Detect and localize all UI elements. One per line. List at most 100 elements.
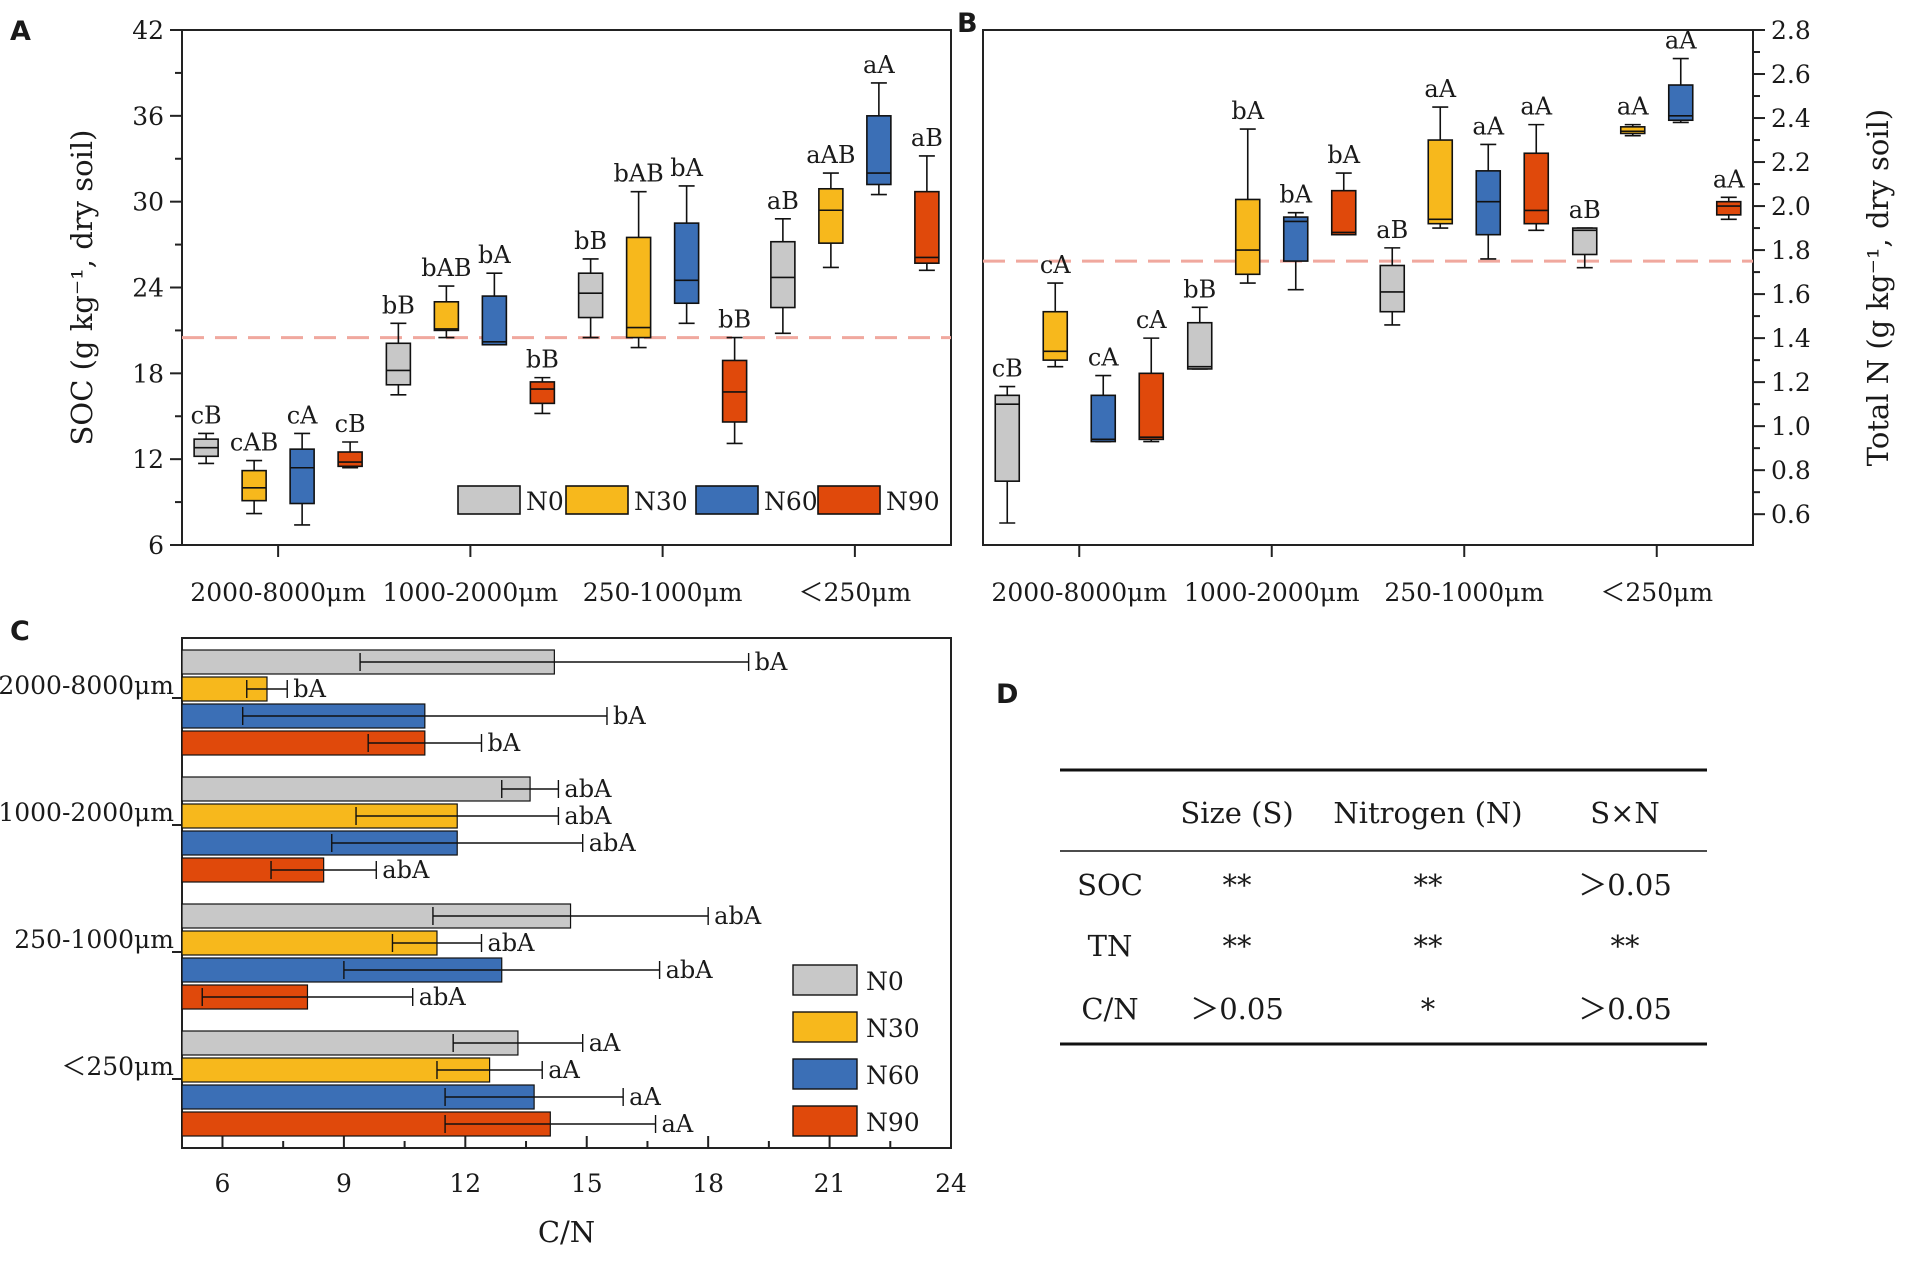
table-cell: **	[1223, 929, 1253, 963]
bar-N30	[181, 930, 438, 956]
box-N30	[241, 469, 267, 502]
box-N0	[1186, 321, 1213, 370]
box-N30	[1427, 139, 1454, 225]
panel-c-cn-barchart: C 6 9 12 15 18 21 24 C/N 2000-8000μm bA bA bA bA 1000-…	[0, 616, 967, 1249]
significance-label: aA	[1520, 93, 1552, 121]
y-tick-label: ＜250μm	[61, 1052, 174, 1081]
significance-label: aA	[629, 1083, 661, 1111]
x-axis-label: C/N	[538, 1215, 595, 1249]
significance-label: bAB	[613, 160, 663, 188]
significance-label: bA	[1231, 97, 1264, 125]
significance-label: cAB	[230, 429, 278, 457]
table-cell: **	[1223, 868, 1253, 902]
significance-label: bA	[293, 675, 326, 703]
legend-swatch-N30	[565, 485, 629, 515]
y-tick-label: 2.4	[1771, 104, 1811, 133]
significance-label: aA	[1617, 93, 1649, 121]
box-N60	[866, 115, 892, 186]
box-N30	[1234, 198, 1261, 276]
significance-label: aB	[767, 187, 799, 215]
panel-label-b: B	[957, 8, 978, 39]
y-tick-label: 36	[132, 102, 164, 131]
y-tick-label: 1000-2000μm	[0, 798, 174, 827]
table-header-cell: Nitrogen (N)	[1333, 796, 1522, 830]
table-header-cell: Size (S)	[1180, 796, 1293, 830]
box-N30	[1042, 310, 1069, 361]
significance-label: aA	[662, 1110, 694, 1138]
x-tick-label: 9	[336, 1169, 352, 1198]
box-N30	[1619, 126, 1646, 135]
significance-label: bB	[382, 291, 415, 319]
box-N60	[673, 222, 700, 305]
legend-swatch-N90	[817, 485, 881, 515]
box-N90	[529, 381, 556, 405]
box-N0	[994, 394, 1021, 482]
legend-label-N60: N60	[866, 1061, 920, 1090]
y-tick-label: 2.6	[1771, 60, 1811, 89]
significance-label: abA	[589, 829, 637, 857]
box-N90	[1138, 372, 1165, 441]
significance-label: bB	[574, 227, 607, 255]
legend-swatch-N60	[792, 1058, 858, 1090]
table-row-label: C/N	[1081, 992, 1138, 1026]
significance-label: bB	[526, 346, 559, 374]
significance-label: aA	[1665, 27, 1697, 55]
significance-label: cB	[335, 410, 366, 438]
table-cell: ＞0.05	[1190, 992, 1284, 1026]
legend-label-N0: N0	[526, 487, 564, 516]
x-tick-label: 2000-8000μm	[190, 578, 366, 607]
box-N0	[385, 342, 412, 386]
significance-label: abA	[488, 929, 536, 957]
x-tick-label: 2000-8000μm	[991, 578, 1167, 607]
significance-label: cA	[1136, 306, 1167, 334]
box-N90	[1523, 152, 1550, 225]
significance-label: cB	[992, 355, 1023, 383]
significance-label: bB	[1183, 275, 1216, 303]
box-N0	[1379, 264, 1406, 313]
y-tick-label: 2.0	[1771, 192, 1811, 221]
x-tick-label: 18	[692, 1169, 724, 1198]
box-N90	[914, 190, 940, 264]
significance-label: aAB	[806, 141, 855, 169]
legend-swatch-N30	[792, 1011, 858, 1043]
significance-label: aB	[1376, 216, 1408, 244]
significance-label: aA	[863, 51, 895, 79]
table-cell: ＞0.05	[1578, 992, 1672, 1026]
y-tick-label: 0.8	[1771, 456, 1811, 485]
significance-label: cA	[287, 401, 318, 429]
significance-label: aB	[911, 124, 943, 152]
box-N0	[770, 240, 796, 309]
y-tick-label: 6	[148, 531, 164, 560]
significance-label: bA	[478, 241, 511, 269]
y-tick-label: 2000-8000μm	[0, 671, 174, 700]
box-N60	[481, 295, 508, 346]
significance-label: aA	[1713, 165, 1745, 193]
legend-swatch-N0	[792, 964, 858, 996]
panel-label-d: D	[996, 679, 1018, 710]
y-tick-label: 2.2	[1771, 148, 1811, 177]
y-tick-label: 1.4	[1771, 324, 1811, 353]
significance-label: abA	[564, 802, 612, 830]
legend-label-N60: N60	[764, 487, 818, 516]
significance-label: bA	[670, 154, 703, 182]
x-tick-label: 6	[215, 1169, 231, 1198]
x-tick-label: ＜250μm	[799, 578, 912, 607]
x-tick-label: 250-1000μm	[583, 578, 743, 607]
y-axis-label: Total N (g kg⁻¹, dry soil)	[1861, 109, 1895, 466]
significance-label: aA	[548, 1056, 580, 1084]
x-tick-label: 12	[449, 1169, 481, 1198]
box-N90	[1715, 200, 1742, 216]
panel-label-c: C	[10, 616, 30, 647]
legend-swatch-N60	[695, 485, 759, 515]
significance-label: abA	[666, 956, 714, 984]
box-N60	[1090, 394, 1117, 443]
x-tick-label: 24	[935, 1169, 967, 1198]
table-cell: *	[1421, 992, 1436, 1026]
bar-N0	[181, 776, 531, 802]
table-cell: **	[1414, 868, 1444, 902]
box-N90	[1330, 189, 1357, 236]
x-tick-label: 21	[814, 1169, 846, 1198]
y-tick-label: 30	[132, 188, 164, 217]
